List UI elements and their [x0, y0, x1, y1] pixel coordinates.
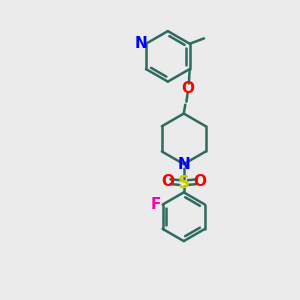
Text: S: S	[178, 173, 190, 191]
Text: N: N	[135, 36, 148, 51]
Text: F: F	[151, 197, 161, 212]
Text: O: O	[161, 174, 174, 189]
Text: N: N	[177, 157, 190, 172]
Text: O: O	[182, 81, 195, 96]
Text: O: O	[194, 174, 207, 189]
